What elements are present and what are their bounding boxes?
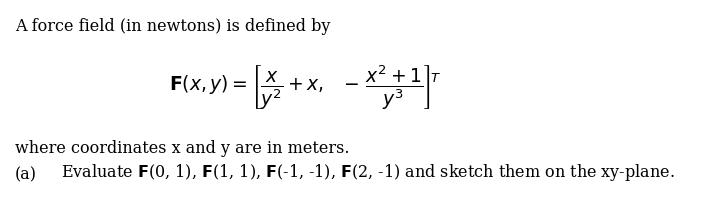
Text: A force field (in newtons) is defined by: A force field (in newtons) is defined by — [15, 18, 330, 34]
Text: where coordinates x and y are in meters.: where coordinates x and y are in meters. — [15, 140, 349, 157]
Text: $\mathbf{F}(x, y) = \left[\dfrac{x}{y^{2}} + x,\ \ -\,\dfrac{x^{2}+1}{y^{3}}\rig: $\mathbf{F}(x, y) = \left[\dfrac{x}{y^{2… — [169, 63, 442, 111]
Text: (a): (a) — [15, 166, 37, 183]
Text: Evaluate $\mathbf{F}$(0, 1), $\mathbf{F}$(1, 1), $\mathbf{F}$(-1, -1), $\mathbf{: Evaluate $\mathbf{F}$(0, 1), $\mathbf{F}… — [61, 162, 675, 183]
